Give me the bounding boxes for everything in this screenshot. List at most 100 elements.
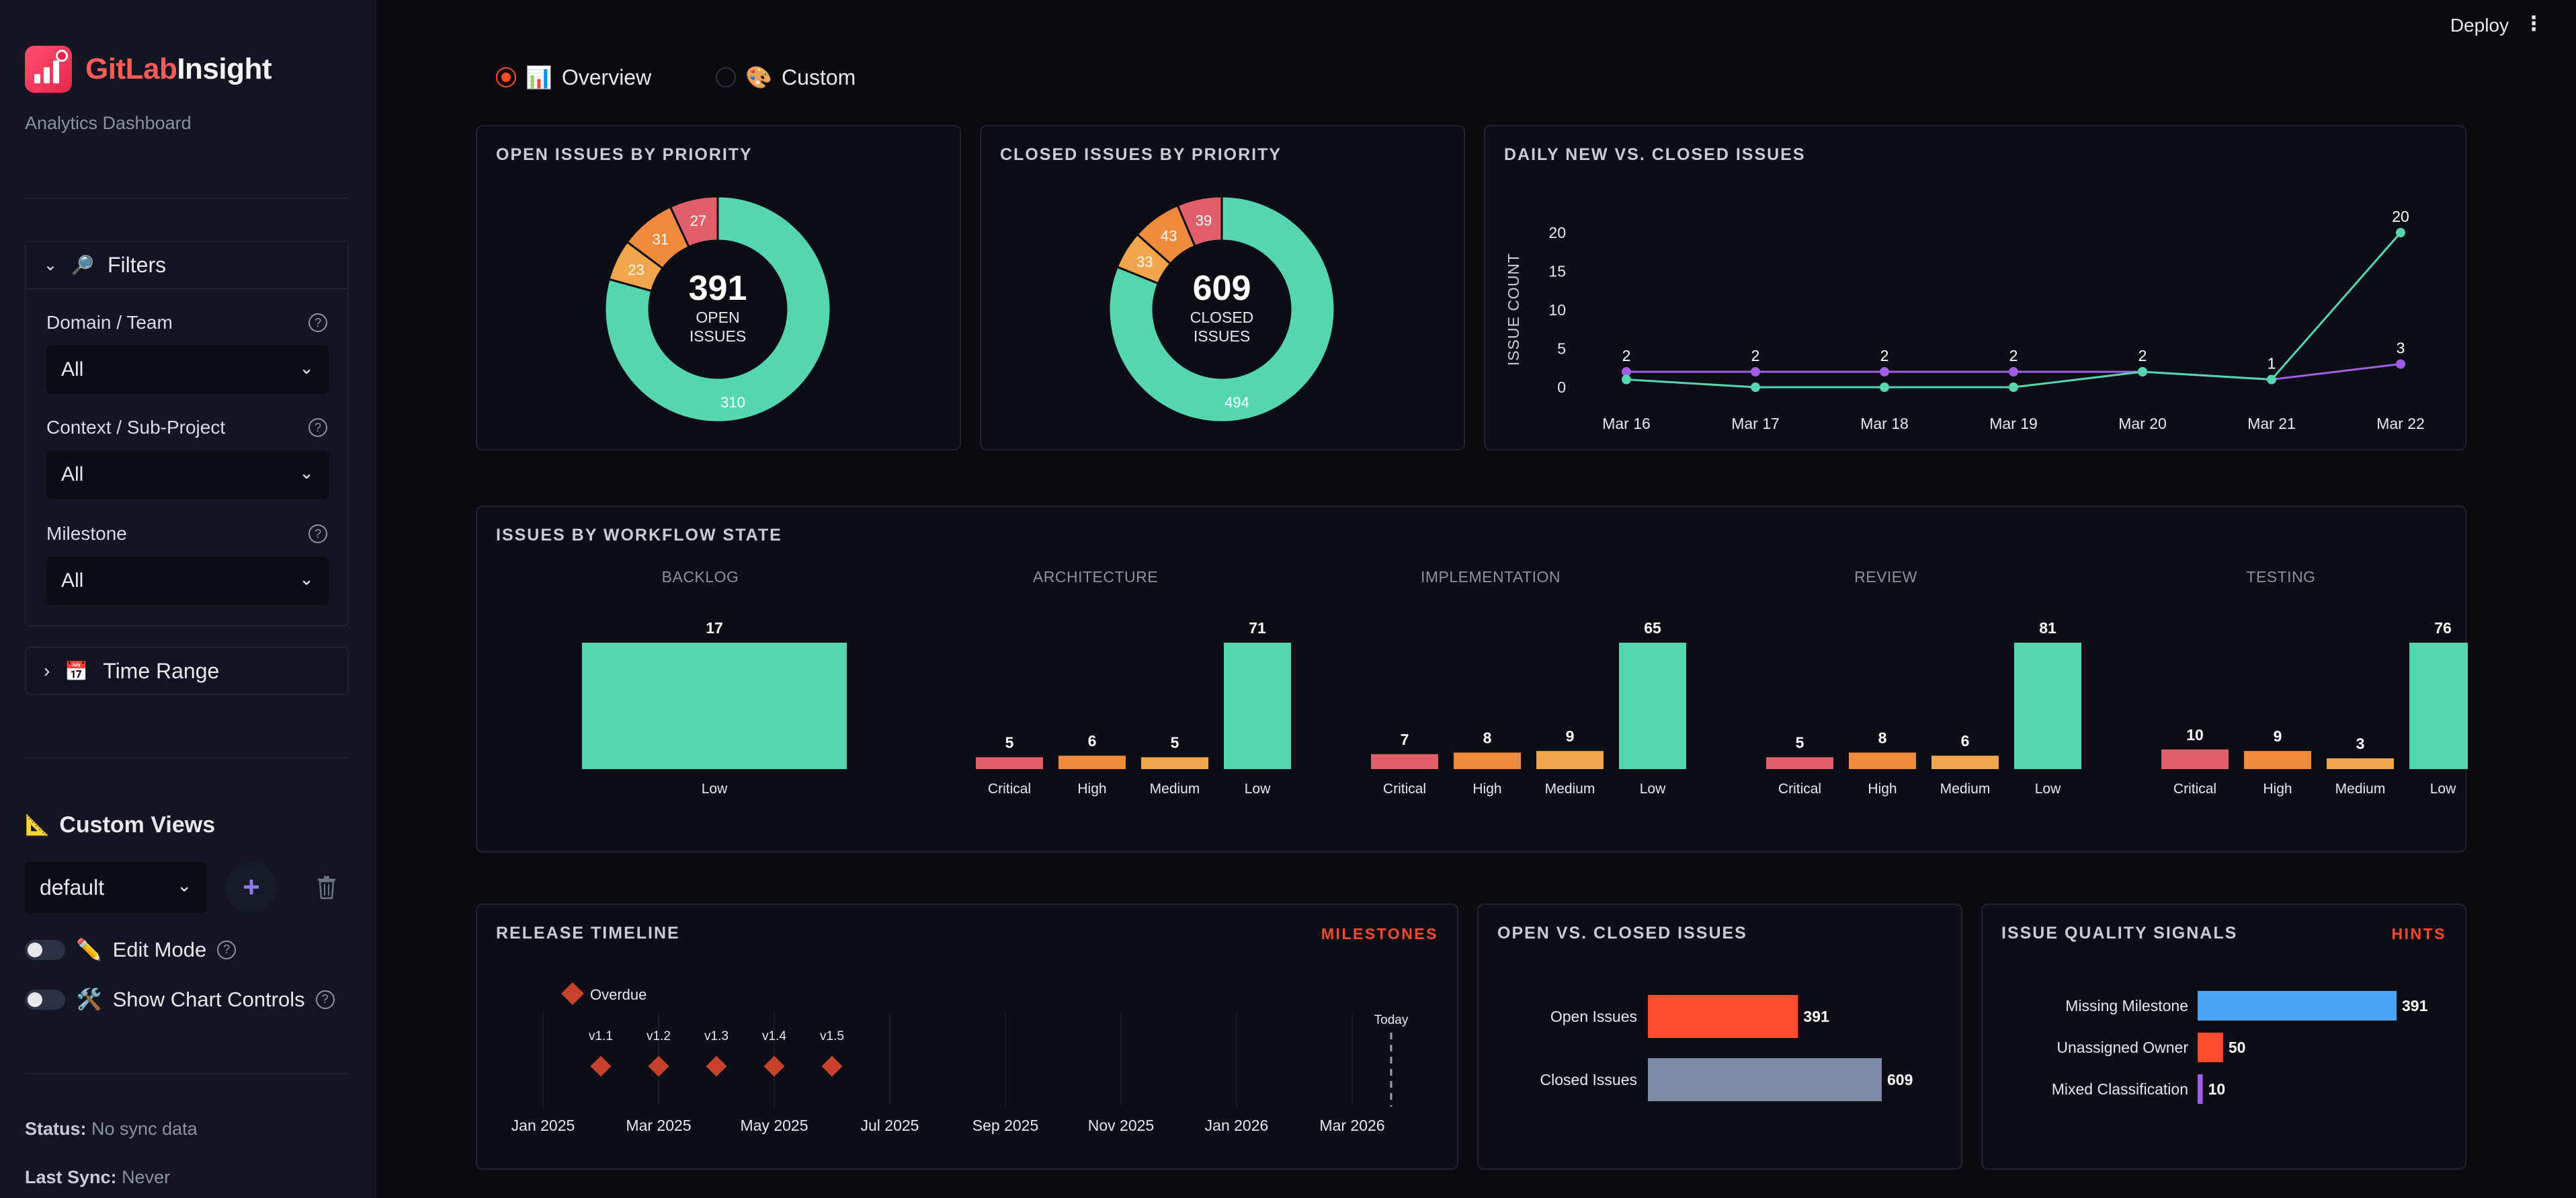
bar-value-label: 5 (1796, 733, 1804, 751)
legend-label: Overdue (590, 986, 647, 1003)
last-sync-label: Last Sync: (25, 1167, 117, 1187)
milestone-value: All (61, 569, 84, 592)
bar-category-label: High (1472, 781, 1501, 797)
milestone-select[interactable]: All ⌄ (46, 557, 329, 605)
context-value: All (61, 463, 84, 485)
chevron-down-icon: ⌄ (177, 875, 192, 895)
bar-category-label: Low (1640, 781, 1666, 797)
bar-category-label: Low (2035, 781, 2061, 797)
context-select[interactable]: All ⌄ (46, 450, 329, 499)
bar-chart-icon: 📊 (526, 65, 552, 89)
x-tick-label: Mar 18 (1860, 415, 1909, 432)
add-view-button[interactable]: + (226, 862, 277, 913)
help-icon[interactable]: ? (308, 313, 327, 332)
donut-slice-label: 310 (720, 394, 745, 411)
custom-views-title: 📐 Custom Views (25, 812, 215, 838)
view-tabs: 📊 Overview 🎨 Custom (496, 65, 856, 90)
bar-value-label: 8 (1878, 729, 1887, 746)
workflow-bar-high (1454, 752, 1521, 769)
help-icon[interactable]: ? (308, 418, 327, 437)
app-logo[interactable]: GitLabInsight (25, 46, 272, 93)
workflow-bar-high (1849, 752, 1916, 769)
quality-title: ISSUE QUALITY SIGNALS (2001, 924, 2238, 943)
point-label: 3 (2397, 340, 2405, 357)
bar-value-label: 65 (1644, 619, 1661, 637)
series-point-1 (1880, 383, 1889, 392)
chart-controls-toggle[interactable] (25, 989, 65, 1010)
radio-unselected[interactable] (716, 67, 737, 87)
milestones-link[interactable]: MILESTONES (1321, 925, 1438, 943)
chart-controls-label: Show Chart Controls (112, 987, 305, 1011)
help-icon[interactable]: ? (315, 990, 335, 1009)
workflow-card: ISSUES BY WORKFLOW STATE BACKLOG 17 Low ARC… (476, 506, 2468, 852)
help-icon[interactable]: ? (308, 524, 327, 543)
edit-mode-toggle[interactable] (25, 939, 65, 960)
milestone-label: v1.5 (820, 1029, 844, 1043)
bar-value-label: 76 (2434, 619, 2452, 637)
trash-icon (318, 876, 335, 900)
more-menu-icon[interactable]: ⋮ (2524, 13, 2544, 35)
hints-link[interactable]: HINTS (2391, 925, 2446, 943)
daily-title: DAILY NEW VS. CLOSED ISSUES (1504, 145, 1806, 164)
triangle-ruler-icon: 📐 (25, 814, 50, 836)
brand-name-b: Insight (177, 52, 272, 85)
filters-header[interactable]: ⌄ 🔎 Filters (26, 242, 347, 289)
series-point-0 (1751, 367, 1760, 376)
quality-bar-chart: Missing Milestone 391 Unassigned Owner 50 Mi… (2052, 991, 2428, 1104)
donut-label: ISSUES (1194, 327, 1250, 345)
donut-slice-label: 33 (1136, 253, 1153, 270)
filters-label: Filters (107, 252, 167, 277)
domain-team-select[interactable]: All ⌄ (46, 346, 329, 394)
timeline-tick-label: Jul 2025 (861, 1117, 919, 1134)
bar-category-label: Missing Milestone (2065, 997, 2188, 1014)
daily-card: DAILY NEW VS. CLOSED ISSUES ISSUE COUNT … (1484, 125, 2466, 450)
x-tick-label: Mar 19 (1989, 415, 2038, 432)
point-label: 2 (2138, 347, 2147, 364)
tab-custom[interactable]: 🎨 Custom (716, 65, 856, 90)
today-label: Today (1374, 1013, 1409, 1027)
bar-category-label: High (2263, 781, 2292, 797)
deploy-button[interactable]: Deploy (2450, 15, 2509, 36)
time-range-label: Time Range (103, 658, 220, 683)
x-tick-label: Mar 17 (1731, 415, 1780, 432)
timeline-tick-label: Jan 2025 (511, 1117, 575, 1134)
workflow-bar-low (1619, 643, 1686, 769)
calendar-icon: 📅 (65, 660, 89, 682)
hbar (2198, 991, 2397, 1021)
timeline-tick-label: May 2025 (740, 1117, 808, 1134)
donut-label: OPEN (696, 309, 739, 326)
bar-value-label: 9 (2274, 727, 2282, 745)
workflow-group-label: REVIEW (1854, 568, 1917, 586)
custom-view-value: default (40, 875, 105, 900)
bar-value-label: 81 (2039, 619, 2056, 637)
domain-team-label: Domain / Team (46, 312, 173, 333)
help-icon[interactable]: ? (217, 940, 237, 959)
custom-view-select[interactable]: default ⌄ (25, 862, 206, 913)
donut-total: 391 (689, 269, 747, 308)
domain-team-value: All (61, 358, 84, 381)
chevron-down-icon: ⌄ (44, 255, 58, 274)
release-card: RELEASE TIMELINE MILESTONES Overdue Toda… (476, 904, 1458, 1170)
tab-overview[interactable]: 📊 Overview (496, 65, 651, 90)
bar-category-label: Critical (988, 781, 1031, 797)
chart-controls-row: 🛠️ Show Chart Controls ? (25, 987, 335, 1012)
workflow-bar-medium (1141, 757, 1208, 769)
radio-selected[interactable] (496, 67, 516, 87)
y-tick-label: 20 (1548, 224, 1566, 241)
divider (25, 198, 347, 199)
milestone-diamond (706, 1055, 727, 1077)
y-tick-label: 10 (1548, 301, 1566, 319)
bar-value-label: 17 (706, 619, 723, 637)
delete-view-button[interactable] (301, 862, 352, 913)
status-label: Status: (25, 1119, 87, 1139)
tab-custom-label: Custom (782, 65, 856, 89)
timeline-tick-label: Mar 2026 (1319, 1117, 1384, 1134)
context-label: Context / Sub-Project (46, 417, 226, 438)
bar-value-label: 10 (2186, 726, 2204, 744)
time-range-expander[interactable]: › 📅 Time Range (25, 647, 349, 695)
donut-slice-label: 39 (1196, 212, 1212, 229)
bar-value-label: 3 (2356, 735, 2365, 752)
y-tick-label: 5 (1557, 340, 1566, 358)
daily-line-chart: ISSUE COUNT 0 5 10 15 20 Mar 16 Mar 17 Mar 18 Ma… (1505, 208, 2425, 432)
logo-bar (44, 67, 50, 83)
